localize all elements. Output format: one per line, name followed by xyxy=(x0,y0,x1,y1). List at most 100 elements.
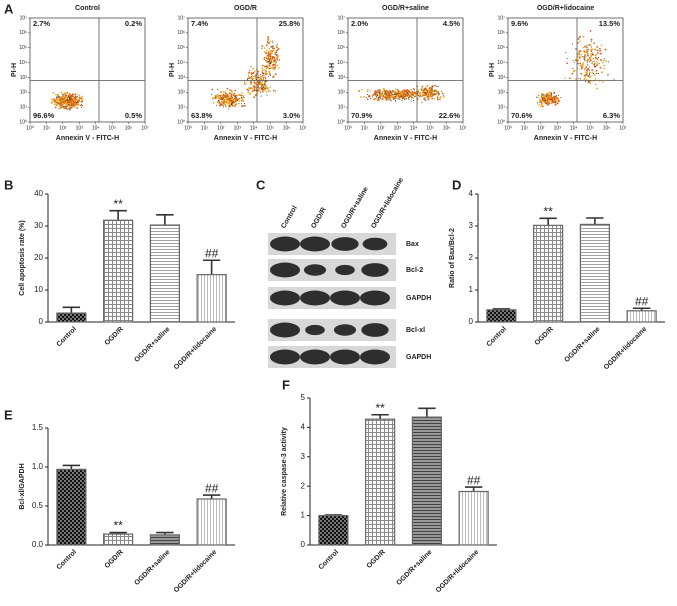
cell-dot xyxy=(577,62,579,65)
cell-dot xyxy=(540,95,543,98)
quadrant-percent: 0.2% xyxy=(125,19,142,28)
cell-dot xyxy=(265,52,268,55)
plot-frame xyxy=(347,17,464,123)
x-tick-label: OGD/R+saline xyxy=(133,326,171,364)
cell-dot xyxy=(602,81,604,83)
cell-dot xyxy=(247,77,249,79)
cell-dot xyxy=(381,98,384,101)
cell-dot xyxy=(381,90,384,93)
y-tick-label: 10¹ xyxy=(498,104,506,110)
cell-dot xyxy=(538,103,541,106)
y-tick-label: 0.5 xyxy=(32,501,44,510)
cell-dot xyxy=(593,42,596,45)
cell-dot xyxy=(586,72,589,74)
cell-dot xyxy=(378,88,381,91)
cell-dot xyxy=(605,60,607,63)
cell-dot xyxy=(274,61,277,64)
cell-dot xyxy=(413,99,415,101)
cell-dot xyxy=(394,92,396,94)
cell-dot xyxy=(249,92,252,95)
y-tick-label: 10² xyxy=(338,90,346,96)
cell-dot xyxy=(276,59,279,62)
cell-dot xyxy=(248,75,250,77)
cell-dot xyxy=(407,97,409,99)
y-tick-label: 30 xyxy=(34,221,43,230)
cell-dot xyxy=(601,71,604,73)
cell-dot xyxy=(594,48,596,51)
y-tick-label: 20 xyxy=(34,253,43,262)
significance-mark: ** xyxy=(543,204,553,218)
cell-dot xyxy=(401,93,404,96)
cell-dot xyxy=(66,103,69,106)
cell-dot xyxy=(400,95,402,97)
blot-band xyxy=(300,349,330,365)
cell-dot xyxy=(265,70,267,72)
cell-dot xyxy=(52,92,54,94)
x-tick-label: 10⁴ xyxy=(570,125,578,131)
cell-dot xyxy=(391,93,393,95)
cell-dot xyxy=(395,92,397,95)
cell-dot xyxy=(555,95,557,97)
cell-dot xyxy=(406,95,408,97)
cell-dot xyxy=(600,52,602,55)
y-tick-label: 1 xyxy=(301,511,306,520)
cell-dot xyxy=(593,73,596,76)
cell-dot xyxy=(263,56,266,59)
cell-dot xyxy=(590,75,592,77)
panel-label: B xyxy=(4,177,13,192)
cell-dot xyxy=(260,81,263,84)
blot-band xyxy=(331,237,359,251)
y-tick-label: 10³ xyxy=(178,75,186,81)
cell-dot xyxy=(211,93,213,95)
cell-dot xyxy=(269,49,272,52)
cell-dot xyxy=(427,91,429,94)
cell-dot xyxy=(389,96,392,98)
cell-dot xyxy=(381,94,383,97)
plot-title: OGD/R+saline xyxy=(382,5,429,12)
cell-dot xyxy=(219,97,221,100)
cell-dot xyxy=(591,48,594,51)
cell-dot xyxy=(222,94,225,97)
x-tick-label: 10¹ xyxy=(201,125,209,131)
blot-band xyxy=(270,236,300,252)
cell-dot xyxy=(376,93,378,95)
cell-dot xyxy=(217,96,219,99)
cell-dot xyxy=(377,91,379,93)
cell-dot xyxy=(275,57,278,59)
cell-dot xyxy=(385,94,388,96)
cell-dot xyxy=(80,103,82,105)
cell-dot xyxy=(268,60,270,62)
cell-dot xyxy=(271,40,273,42)
cell-dot xyxy=(437,85,439,87)
cell-dot xyxy=(371,96,373,98)
cell-dot xyxy=(266,68,268,70)
cell-dot xyxy=(236,98,239,101)
cell-dot xyxy=(413,89,415,91)
y-tick-label: 0 xyxy=(39,317,44,326)
cell-dot xyxy=(58,107,60,110)
cell-dot xyxy=(263,47,266,50)
cell-dot xyxy=(217,99,219,101)
y-tick-label: 10⁰ xyxy=(177,119,185,125)
cell-dot xyxy=(396,98,398,100)
cell-dot xyxy=(398,93,400,95)
cell-dot xyxy=(557,100,560,103)
cell-dot xyxy=(59,105,61,108)
x-tick-label: Control xyxy=(486,326,509,349)
cell-dot xyxy=(253,70,256,73)
cell-dot xyxy=(233,104,235,107)
cell-dot xyxy=(545,95,547,97)
y-axis-label: PI-H xyxy=(11,63,18,77)
cell-dot xyxy=(231,104,234,107)
cell-dot xyxy=(603,67,606,70)
x-tick-label: OGD/R+saline xyxy=(133,549,171,587)
blot-band xyxy=(270,290,300,306)
cell-dot xyxy=(260,77,262,79)
cell-dot xyxy=(422,94,425,96)
cell-dot xyxy=(596,87,599,90)
cell-dot xyxy=(266,50,268,52)
cell-dot xyxy=(603,59,605,61)
cell-dot xyxy=(59,96,61,98)
cell-dot xyxy=(401,97,403,99)
